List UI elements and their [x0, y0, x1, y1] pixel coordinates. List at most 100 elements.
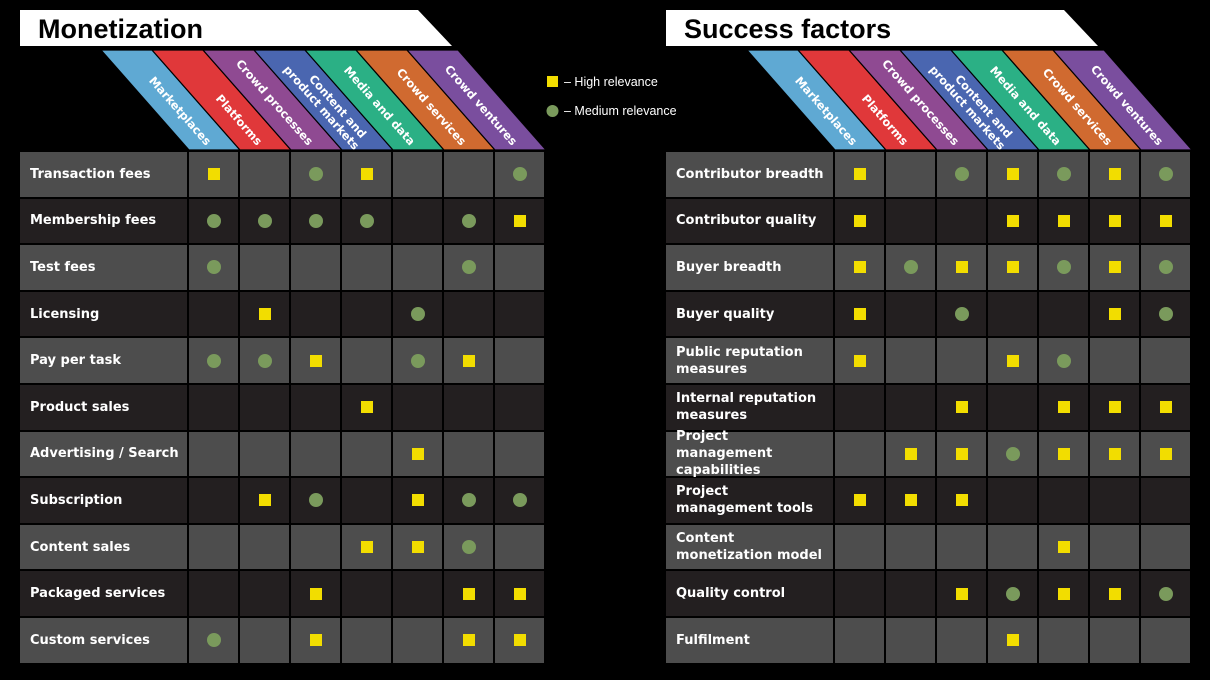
- table-cell: [1141, 291, 1190, 337]
- table-cell: [1141, 571, 1190, 616]
- row-label: Content sales: [20, 524, 187, 570]
- row-label: Contributor quality: [666, 198, 833, 244]
- high-relevance-square-icon: [1159, 447, 1172, 460]
- high-relevance-square-icon: [1159, 214, 1172, 227]
- table-cell: [342, 198, 391, 244]
- high-relevance-square-icon: [1006, 168, 1019, 181]
- high-relevance-square-icon: [853, 261, 866, 274]
- row-label: Contributor breadth: [666, 152, 833, 197]
- medium-relevance-dot-icon: [257, 213, 272, 228]
- table-cell: [835, 198, 884, 244]
- table-cell: [240, 478, 289, 523]
- table-cell: [937, 291, 986, 337]
- medium-relevance-dot-icon: [308, 213, 323, 228]
- row-label: Transaction fees: [20, 152, 187, 197]
- table-cell: [342, 524, 391, 570]
- medium-relevance-dot-icon: [903, 260, 918, 275]
- table-cell: [444, 245, 493, 290]
- table-cell: [1141, 198, 1190, 244]
- table-cell: [393, 571, 442, 616]
- high-relevance-square-icon: [309, 634, 322, 647]
- table-cell: [988, 431, 1037, 477]
- table-cell: [835, 431, 884, 477]
- table-cell: [240, 571, 289, 616]
- high-relevance-square-icon: [513, 587, 526, 600]
- medium-relevance-dot-icon: [461, 540, 476, 555]
- table-cell: [342, 431, 391, 477]
- high-relevance-square-icon: [462, 587, 475, 600]
- column-header-band: [405, 49, 548, 151]
- table-cell: [988, 152, 1037, 197]
- table-cell: [1039, 291, 1088, 337]
- row-label: Quality control: [666, 571, 833, 616]
- high-relevance-square-icon: [1006, 214, 1019, 227]
- table-cell: [189, 291, 238, 337]
- table-cell: [1090, 617, 1139, 663]
- table-cell: [1141, 338, 1190, 383]
- medium-relevance-dot-icon: [461, 493, 476, 508]
- high-relevance-square-icon: [309, 587, 322, 600]
- table-cell: [988, 338, 1037, 383]
- table-cell: [1039, 384, 1088, 430]
- title-banner: Success factors: [666, 10, 1098, 46]
- table-cell: [393, 524, 442, 570]
- medium-relevance-dot-icon: [1056, 260, 1071, 275]
- table-cell: [444, 571, 493, 616]
- table-cell: [240, 524, 289, 570]
- row-label: Licensing: [20, 291, 187, 337]
- high-relevance-square-icon: [853, 494, 866, 507]
- table-cell: [495, 291, 544, 337]
- table-cell: [886, 152, 935, 197]
- high-relevance-square-icon: [462, 354, 475, 367]
- table-cell: [189, 524, 238, 570]
- table-cell: [1039, 245, 1088, 290]
- row-label: Membership fees: [20, 198, 187, 244]
- row-label: Public reputation measures: [666, 338, 833, 383]
- table-cell: [240, 245, 289, 290]
- high-relevance-square-icon: [904, 494, 917, 507]
- table-cell: [886, 338, 935, 383]
- table-cell: [291, 152, 340, 197]
- medium-relevance-dot-icon: [410, 307, 425, 322]
- row-label: Content monetization model: [666, 524, 833, 570]
- table-cell: [886, 384, 935, 430]
- table-cell: [1039, 571, 1088, 616]
- high-relevance-square-icon: [853, 354, 866, 367]
- high-relevance-square-icon: [1108, 168, 1121, 181]
- table-cell: [291, 291, 340, 337]
- column-header: Content andproduct markets: [252, 49, 395, 152]
- table-cell: [988, 245, 1037, 290]
- table-cell: [886, 198, 935, 244]
- table-cell: [835, 291, 884, 337]
- medium-relevance-dot-icon: [1158, 167, 1173, 182]
- table-cell: [1141, 478, 1190, 523]
- high-relevance-square-icon: [1057, 541, 1070, 554]
- table-cell: [988, 524, 1037, 570]
- high-relevance-square-icon: [411, 494, 424, 507]
- high-relevance-square-icon: [1108, 308, 1121, 321]
- medium-relevance-dot-icon: [1158, 260, 1173, 275]
- legend: – High relevance – Medium relevance: [546, 75, 677, 118]
- table-cell: [1141, 524, 1190, 570]
- table-cell: [393, 338, 442, 383]
- row-label: Advertising / Search: [20, 431, 187, 477]
- high-relevance-square-icon: [1057, 401, 1070, 414]
- table-cell: [495, 478, 544, 523]
- table-cell: [1090, 384, 1139, 430]
- medium-relevance-dot-icon: [461, 260, 476, 275]
- title-background: [666, 10, 1098, 46]
- table-cell: [342, 291, 391, 337]
- high-relevance-square-icon: [411, 447, 424, 460]
- table-cell: [988, 478, 1037, 523]
- table-cell: [240, 198, 289, 244]
- high-relevance-square-icon: [1108, 447, 1121, 460]
- high-relevance-square-icon: [1108, 587, 1121, 600]
- table-cell: [1039, 617, 1088, 663]
- headers-layer: – High relevance – Medium relevance Mone…: [20, 10, 1194, 152]
- table-cell: [291, 524, 340, 570]
- table-cell: [835, 524, 884, 570]
- table-cell: [886, 245, 935, 290]
- medium-relevance-dot-icon: [206, 213, 221, 228]
- table-cell: [937, 384, 986, 430]
- high-relevance-square-icon: [1006, 634, 1019, 647]
